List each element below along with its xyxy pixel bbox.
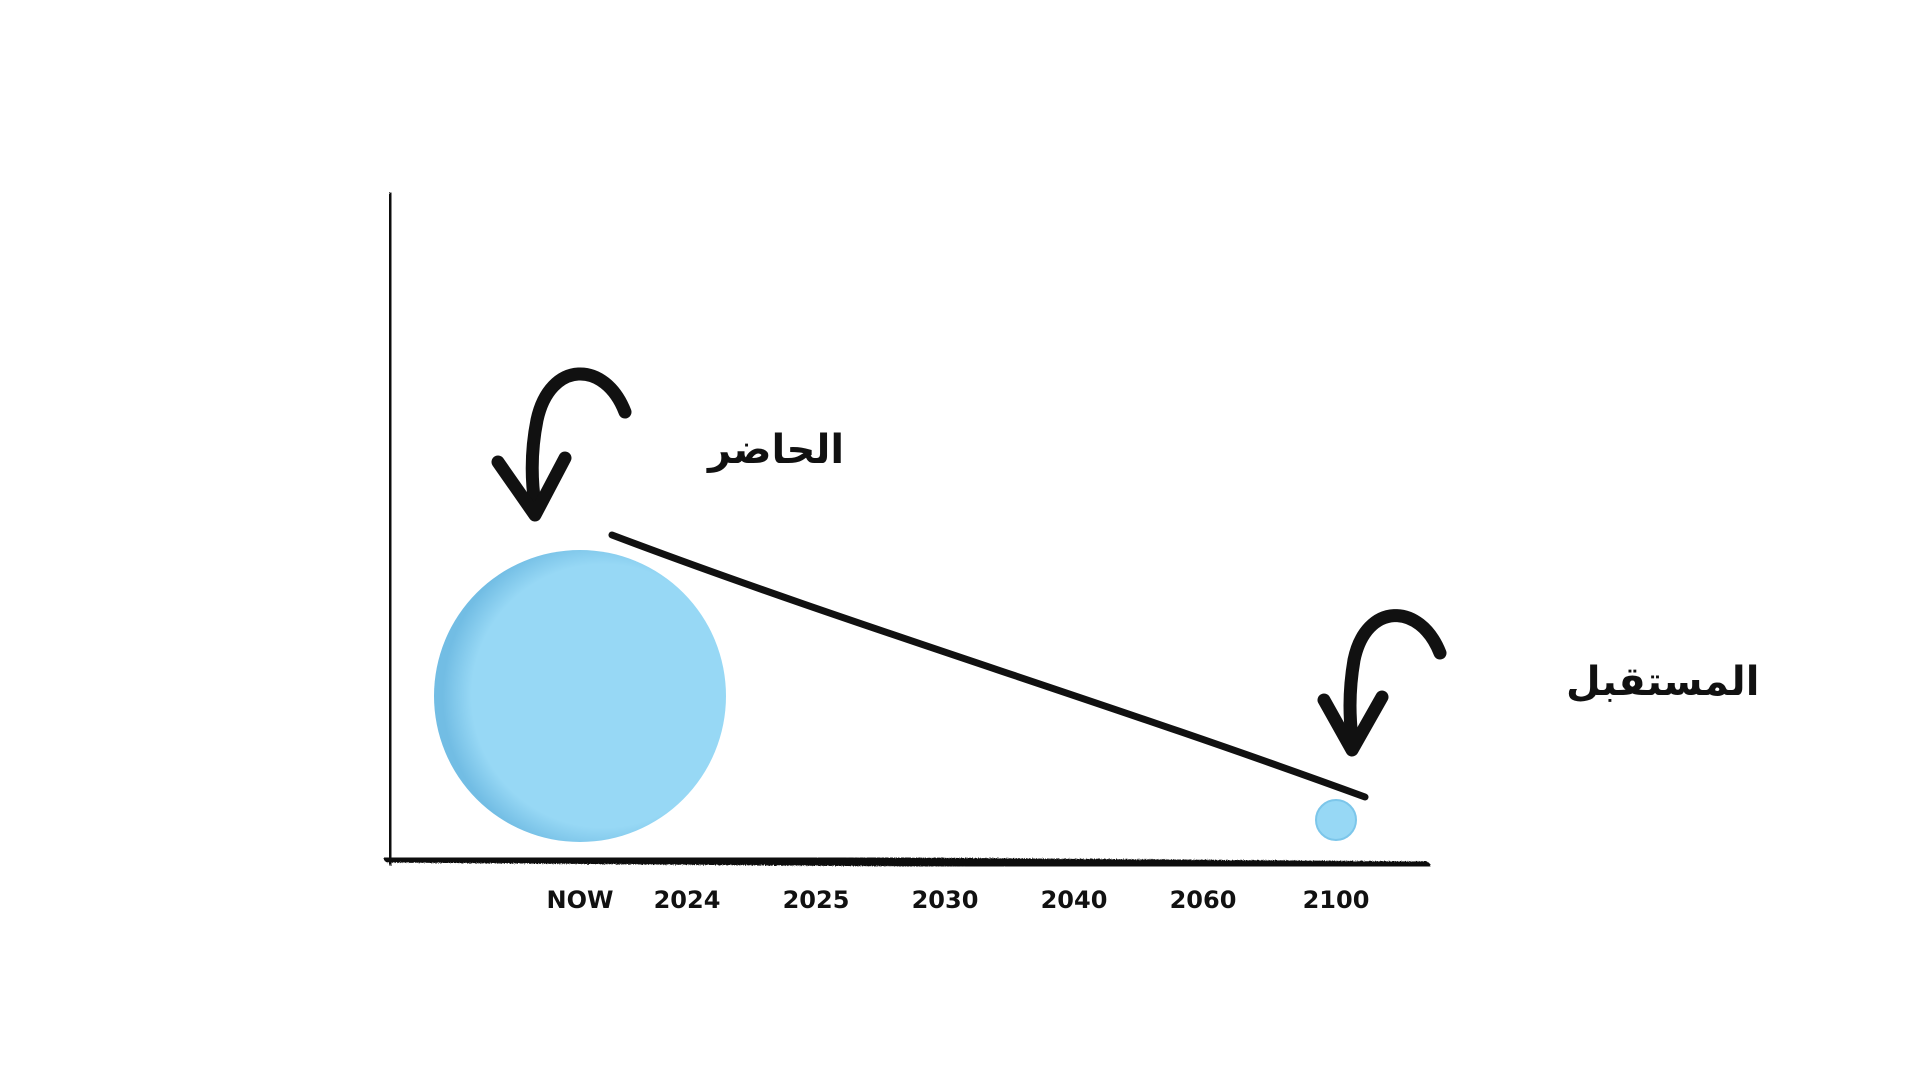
x-tick-labels: NOW 2024 2025 2030 2040 2060 2100 (547, 886, 1370, 914)
x-tick-label: 2030 (912, 886, 979, 914)
annotation-future: المستقبل (1566, 659, 1759, 705)
x-axis (383, 853, 1431, 871)
x-tick-label: 2060 (1170, 886, 1237, 914)
x-tick-label: 2040 (1041, 886, 1108, 914)
x-tick-label: 2025 (783, 886, 850, 914)
x-tick-label: NOW (547, 886, 614, 914)
curved-arrow-icon (1317, 609, 1447, 757)
x-tick-label: 2100 (1303, 886, 1370, 914)
y-axis (385, 192, 395, 866)
bubble-2100 (1315, 799, 1357, 841)
curved-arrow-icon (491, 367, 632, 522)
x-tick-label: 2024 (654, 886, 721, 914)
bubble-now (434, 550, 726, 842)
trend-line (608, 531, 1369, 801)
annotation-present: الحاضر (706, 427, 844, 473)
